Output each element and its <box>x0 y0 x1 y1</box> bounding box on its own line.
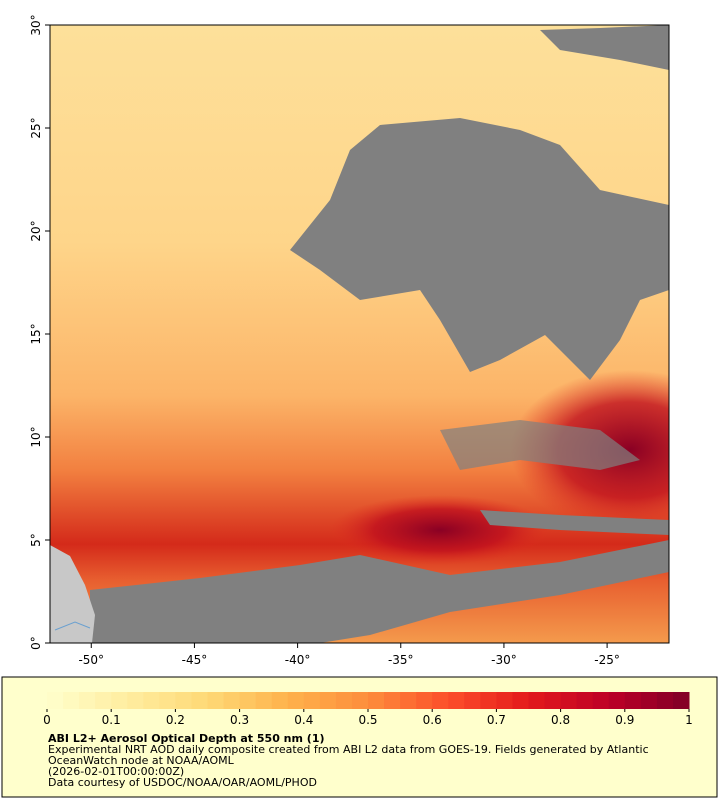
caption-line: Data courtesy of USDOC/NOAA/OAR/AOML/PHO… <box>48 776 317 789</box>
colorbar-step <box>480 692 497 709</box>
caption-line: (2026-02-01T00:00:00Z) <box>48 765 184 778</box>
colorbar-step <box>287 692 305 709</box>
y-tick-label: 20° <box>29 220 43 241</box>
colorbar-step <box>143 692 160 709</box>
colorbar-step <box>191 692 208 709</box>
y-tick-label: 0° <box>29 636 43 650</box>
colorbar-tick-label: 1 <box>685 713 693 727</box>
colorbar-tick-label: 0.6 <box>423 713 442 727</box>
colorbar-step <box>400 692 417 709</box>
colorbar-step <box>175 692 192 709</box>
colorbar-step <box>512 692 529 709</box>
x-tick-label: -45° <box>182 653 208 667</box>
colorbar-step <box>63 692 80 709</box>
no-data <box>440 420 640 470</box>
colorbar-step <box>384 692 401 709</box>
colorbar-tick-label: 0.8 <box>551 713 570 727</box>
caption-title: ABI L2+ Aerosol Optical Depth at 550 nm … <box>48 732 325 745</box>
colorbar-step <box>656 692 674 709</box>
colorbar-step <box>608 692 626 709</box>
colorbar-step <box>159 692 176 709</box>
colorbar-step <box>95 692 112 709</box>
river <box>54 621 91 631</box>
colorbar-tick-label: 0.3 <box>230 713 249 727</box>
x-tick-label: -50° <box>78 653 104 667</box>
y-tick-label: 15° <box>29 323 43 344</box>
no-data <box>90 540 669 643</box>
colorbar-step <box>672 692 690 709</box>
colorbar-step <box>528 692 546 709</box>
colorbar-step <box>368 692 385 709</box>
x-tick-label: -30° <box>491 653 517 667</box>
colorbar-step <box>255 692 273 709</box>
colorbar-tick-label: 0.7 <box>487 713 506 727</box>
colorbar-tick-label: 0.5 <box>358 713 377 727</box>
colorbar-step <box>335 692 353 709</box>
colorbar-step <box>448 692 465 709</box>
x-tick-label: -25° <box>594 653 620 667</box>
y-tick-label: 30° <box>29 14 43 35</box>
colorbar-step <box>496 692 513 709</box>
colorbar-step <box>207 692 225 709</box>
colorbar: 0 0.1 0.2 0.3 0.4 0.5 0.6 0.7 0.8 0.9 1 <box>43 692 693 727</box>
colorbar-step <box>544 692 562 709</box>
no-data <box>290 118 669 380</box>
colorbar-step <box>351 692 369 709</box>
colorbar-step <box>47 692 64 709</box>
no-data <box>540 25 669 70</box>
colorbar-step <box>432 692 449 709</box>
y-tick-label: 5° <box>29 533 43 547</box>
y-tick-label: 10° <box>29 426 43 447</box>
colorbar-step <box>592 692 610 709</box>
colorbar-tick-label: 0.1 <box>102 713 121 727</box>
colorbar-step <box>127 692 144 709</box>
caption-line: OceanWatch node at NOAA/AOML <box>48 754 235 767</box>
colorbar-step <box>624 692 642 709</box>
caption-line: Experimental NRT AOD daily composite cre… <box>48 743 649 756</box>
colorbar-step <box>303 692 321 709</box>
colorbar-tick-label: 0.4 <box>294 713 313 727</box>
colorbar-step <box>271 692 289 709</box>
x-tick-label: -40° <box>285 653 311 667</box>
colorbar-step <box>560 692 578 709</box>
map-field <box>50 25 669 643</box>
colorbar-step <box>223 692 241 709</box>
x-tick-label: -35° <box>388 653 414 667</box>
y-tick-label: 25° <box>29 117 43 138</box>
colorbar-tick-label: 0 <box>43 713 51 727</box>
land <box>50 545 95 643</box>
colorbar-step <box>464 692 481 709</box>
high-aod <box>330 495 550 565</box>
colorbar-step <box>239 692 257 709</box>
colorbar-step <box>416 692 433 709</box>
colorbar-step <box>576 692 594 709</box>
colorbar-tick-label: 0.2 <box>166 713 185 727</box>
no-data <box>480 510 669 535</box>
colorbar-step <box>111 692 128 709</box>
colorbar-tick-label: 0.9 <box>615 713 634 727</box>
axes: -50° -45° -40° -35° -30° -25° 0° 5° 10° 15° 20° 25°… <box>29 14 620 667</box>
colorbar-step <box>79 692 96 709</box>
colorbar-step <box>640 692 658 709</box>
colorbar-step <box>319 692 337 709</box>
